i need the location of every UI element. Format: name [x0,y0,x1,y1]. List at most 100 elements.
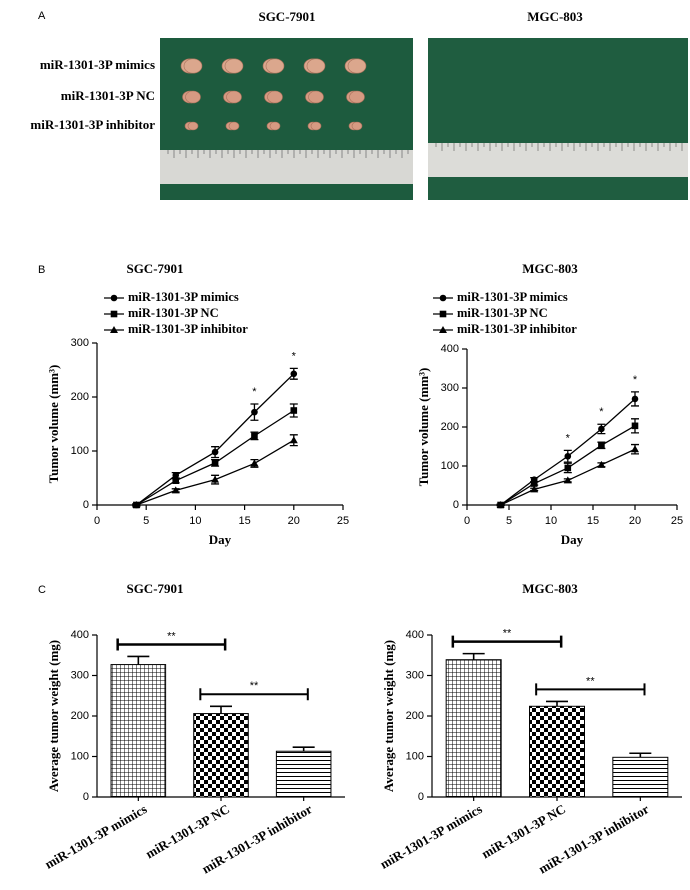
marker [564,452,572,460]
marker [211,448,219,456]
bar [275,750,332,798]
marker [251,408,258,416]
photo-title: MGC-803 [527,9,583,24]
x-axis-label: Day [561,532,584,547]
x-tick-label: 0 [94,515,100,527]
x-tick-label: 0 [464,515,470,527]
marker [110,310,118,318]
y-tick-label: 400 [441,343,459,355]
marker [172,477,180,484]
y-axis-label: Tumor volume (mm³) [46,365,61,484]
legend-label: miR-1301-3P inhibitor [457,322,577,336]
marker [631,445,639,453]
y-tick-label: 300 [71,337,89,349]
y-axis-label: Average tumor weight (mg) [46,640,61,792]
row-label: miR-1301-3P NC [61,88,155,103]
marker [132,501,141,508]
marker [172,472,180,479]
y-tick-label: 0 [453,499,459,511]
significance-mark: ** [167,630,176,642]
significance-bracket [535,683,646,696]
marker [598,442,605,449]
x-tick-label: 5 [506,515,512,527]
tumor [267,90,283,104]
tumor [228,121,240,131]
panel-label: C [38,584,46,596]
y-tick-label: 0 [418,791,424,803]
marker [631,395,639,403]
error-bar [462,652,485,660]
legend-label: miR-1301-3P inhibitor [128,322,248,336]
y-axis-label: Tumor volume (mm³) [416,368,431,487]
tumor [308,90,324,104]
y-tick-label: 100 [406,750,424,762]
y-tick-label: 100 [71,445,89,457]
marker [496,501,505,508]
marker [439,310,447,318]
marker [211,475,220,483]
panel-label: B [38,264,45,276]
significance-mark: ** [586,675,595,687]
bar [193,713,249,798]
marker [110,294,118,302]
y-tick-label: 200 [441,421,459,433]
x-tick-label: 5 [143,515,149,527]
significance-bracket [451,635,563,648]
marker [563,476,572,484]
significance-mark: * [292,350,297,362]
bar [445,659,502,798]
bar [529,705,585,798]
marker [110,326,118,333]
y-tick-label: 300 [71,669,89,681]
marker [597,460,606,468]
photo-title: SGC-7901 [258,9,315,24]
y-tick-label: 0 [83,791,89,803]
x-tick-label: 15 [238,515,250,527]
chart-title: MGC-803 [522,261,578,276]
chart-title: SGC-7901 [126,581,183,596]
bar [110,664,167,798]
tumor [310,121,322,131]
error-bar [210,705,232,714]
significance-bracket [199,688,309,701]
marker [439,294,447,302]
significance-mark: * [633,374,638,386]
tumor [185,90,201,104]
tumor [183,58,203,74]
significance-mark: ** [250,680,259,692]
marker [439,326,447,333]
marker [290,370,298,378]
tumor [269,121,281,131]
y-tick-label: 300 [406,669,424,681]
series-line [135,373,295,506]
y-tick-label: 400 [406,629,424,641]
panel-label: A [38,10,46,22]
significance-mark: * [566,432,571,444]
tumor [265,58,285,74]
marker [250,459,259,467]
error-bar [292,746,315,752]
bar [612,756,669,798]
tumor [349,90,365,104]
y-axis-label: Average tumor weight (mg) [381,640,396,792]
y-tick-label: 400 [71,629,89,641]
legend-label: miR-1301-3P NC [457,306,548,320]
y-tick-label: 0 [83,499,89,511]
photo-panel [160,38,688,200]
legend-label: miR-1301-3P NC [128,306,219,320]
tumor [187,121,199,131]
tumor [224,58,244,74]
significance-mark: ** [503,628,512,640]
chart-title: MGC-803 [522,581,578,596]
y-tick-label: 100 [71,750,89,762]
ruler [428,143,688,177]
tumor [351,121,363,131]
x-axis-label: Day [209,532,232,547]
tumor [306,58,326,74]
marker [251,432,258,440]
significance-mark: * [252,386,257,398]
y-tick-label: 200 [71,391,89,403]
marker [631,422,639,430]
marker [171,486,180,494]
